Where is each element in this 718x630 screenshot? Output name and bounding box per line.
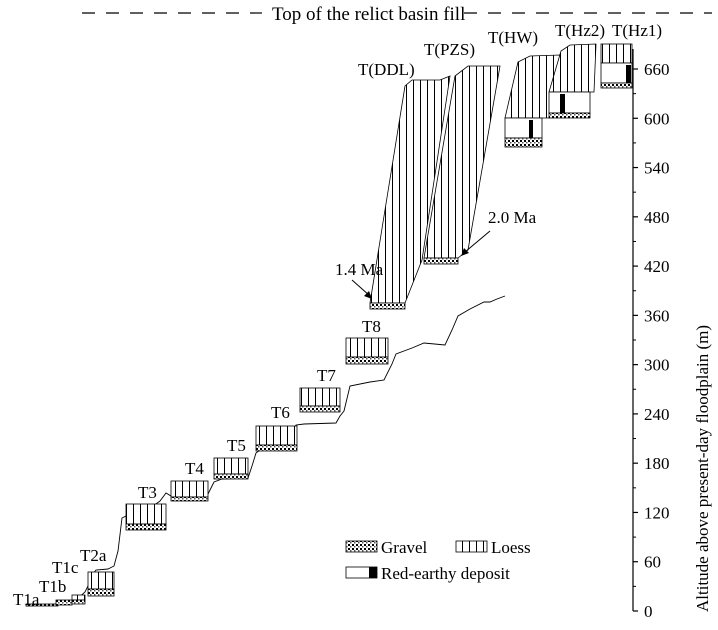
altitude-tick-label: 180 xyxy=(644,454,670,473)
terrace-profile xyxy=(25,43,633,607)
terrace-t6-loess xyxy=(255,425,298,446)
terrace-thz1-loess xyxy=(600,43,633,64)
terrace-t2a-gravel xyxy=(87,588,115,597)
altitude-tick-label: 540 xyxy=(644,159,670,178)
terrace-label: T(PZS) xyxy=(424,40,475,59)
age-annotation-arrowhead xyxy=(364,291,372,299)
legend-loess-label: Loess xyxy=(491,538,531,557)
legend-red-earthy-label: Red-earthy deposit xyxy=(381,564,510,583)
terrace-thz1-red-earthy-dark xyxy=(626,65,631,83)
terrace-thz1-gravel xyxy=(600,82,633,89)
altitude-axis: 0 60 120 180 240 300 360 420 480 540 600 660 xyxy=(632,49,670,621)
terrace-tddl-gravel xyxy=(369,302,406,310)
terrace-t6-gravel xyxy=(255,444,298,452)
terrace-label: T1c xyxy=(52,558,79,577)
terrace-label: T1a xyxy=(13,590,40,609)
altitude-tick-label: 420 xyxy=(644,257,670,276)
terrace-t8-loess xyxy=(345,337,389,358)
age-annotations: 1.4 Ma 2.0 Ma xyxy=(335,208,537,299)
terrace-label: T(Hz1) xyxy=(612,21,662,40)
terrace-t1b-gravel xyxy=(55,599,73,606)
terrace-t5-gravel xyxy=(213,473,249,480)
terrace-label: T8 xyxy=(362,317,381,336)
terrace-tddl-loess xyxy=(369,75,451,304)
terrace-t4-gravel xyxy=(170,496,209,502)
terrace-thw-red-earthy xyxy=(504,117,543,139)
altitude-tick-label: 120 xyxy=(644,503,670,522)
terrace-label: T(HW) xyxy=(488,28,538,47)
legend-red-earthy-swatch-dark xyxy=(369,567,377,578)
legend-loess-swatch xyxy=(455,540,488,553)
terrace-label: T3 xyxy=(138,483,157,502)
terrace-labels: T1a T1b T1c T2a T3 T4 T5 T6 T7 T8 T(DDL)… xyxy=(13,21,662,609)
altitude-tick-label: 660 xyxy=(644,60,670,79)
age-annotation-label: 2.0 Ma xyxy=(488,208,537,227)
terrace-t2a-loess xyxy=(87,571,115,590)
terrace-thw-red-earthy-dark xyxy=(529,120,533,138)
terrace-thz2-red-earthy xyxy=(548,91,591,114)
altitude-tick-label: 60 xyxy=(644,553,661,572)
legend-gravel-label: Gravel xyxy=(381,538,428,557)
altitude-tick-label: 300 xyxy=(644,356,670,375)
terrace-label: T(Hz2) xyxy=(555,21,605,40)
terrace-t1c-gravel xyxy=(71,599,86,605)
terrace-t4-loess xyxy=(170,480,209,498)
altitude-tick-label: 600 xyxy=(644,109,670,128)
terrace-t7-loess xyxy=(299,387,341,407)
terrace-label: T4 xyxy=(185,459,204,478)
terrace-label: T2a xyxy=(80,546,107,565)
terrace-t3-gravel xyxy=(125,523,167,531)
terrace-t3-loess xyxy=(125,503,167,525)
valley-slope-line xyxy=(25,295,506,607)
terrace-thz2-loess xyxy=(548,43,597,93)
terrace-t8-gravel xyxy=(345,356,389,365)
terrace-t5-loess xyxy=(213,457,249,475)
age-annotation-label: 1.4 Ma xyxy=(335,260,384,279)
terrace-label: T6 xyxy=(271,403,290,422)
legend: Gravel Loess Red-earthy deposit xyxy=(345,538,531,583)
terrace-label: T(DDL) xyxy=(358,60,415,79)
altitude-tick-label: 480 xyxy=(644,208,670,227)
legend-gravel-swatch xyxy=(345,540,378,553)
terrace-label: T1b xyxy=(39,577,66,596)
terrace-t7-gravel xyxy=(299,405,341,413)
terrace-thz2-red-earthy-dark xyxy=(560,94,565,113)
altitude-tick-label: 0 xyxy=(644,602,653,621)
terrace-tpzs-gravel xyxy=(423,257,459,265)
terrace-thz2-gravel xyxy=(548,112,591,119)
age-annotation-arrowhead xyxy=(461,248,469,256)
terrace-thw-gravel xyxy=(504,137,543,148)
basin-fill-top-label: Top of the relict basin fill xyxy=(272,4,465,25)
altitude-axis-label: Altitude above present-day floodplain (m… xyxy=(693,325,712,612)
terrace-thw-loess xyxy=(504,54,561,119)
altitude-tick-label: 360 xyxy=(644,306,670,325)
terrace-t1c-loess xyxy=(71,594,86,601)
terrace-label: T5 xyxy=(227,436,246,455)
altitude-tick-label: 240 xyxy=(644,405,670,424)
age-annotation-arrow xyxy=(464,230,491,253)
terrace-label: T7 xyxy=(317,366,336,385)
